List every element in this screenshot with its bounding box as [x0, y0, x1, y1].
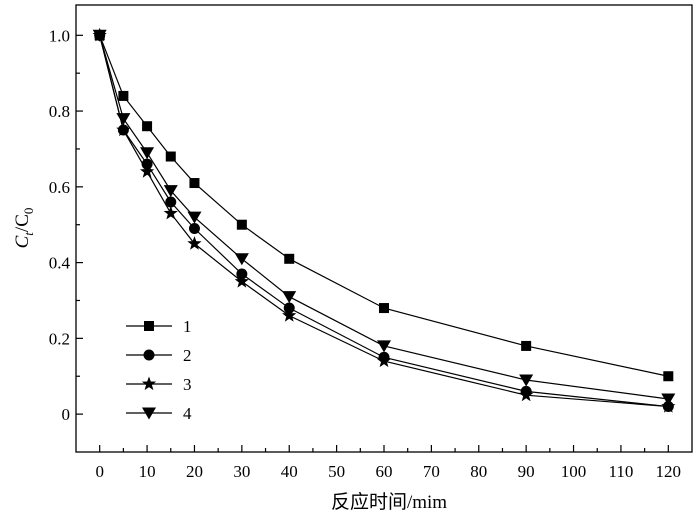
series-4-point	[661, 393, 676, 406]
series-lines	[99, 35, 669, 408]
series-3-point	[116, 122, 131, 137]
series-4-point	[234, 253, 249, 266]
series-2-point	[188, 223, 200, 234]
series-3-point	[163, 205, 178, 220]
series-2-line	[99, 35, 669, 408]
series-4-point	[519, 374, 534, 387]
y-tick-label: 0.6	[49, 178, 70, 197]
x-tick-label: 90	[518, 462, 535, 481]
x-tick-label: 20	[186, 462, 203, 481]
series-4-point	[116, 113, 131, 126]
x-tick-label: 30	[233, 462, 250, 481]
y-tick-label: 0.8	[49, 102, 70, 121]
series-markers	[92, 27, 676, 413]
series-1-point	[663, 371, 674, 382]
series-2-point	[141, 158, 153, 170]
series-4-point	[163, 185, 178, 198]
series-4-point	[377, 340, 391, 353]
series-1-point	[189, 178, 200, 189]
legend-label-1: 1	[183, 317, 192, 336]
x-tick-label: 40	[281, 462, 298, 481]
series-4-line	[99, 35, 669, 400]
y-axis-title-sub2: 0	[21, 208, 36, 215]
y-axis-title: Ct/C0	[12, 208, 36, 249]
series-4-point	[140, 147, 155, 160]
series-1-point	[379, 303, 389, 314]
series-2-point	[283, 302, 295, 314]
y-tick-label: 0.4	[49, 254, 71, 273]
y-tick-label: 1.0	[49, 26, 70, 45]
series-1-point	[142, 121, 153, 132]
series-1-point	[236, 219, 247, 230]
y-tick-label: 0.2	[49, 329, 70, 348]
x-tick-label: 50	[328, 462, 345, 481]
series-3-point	[661, 399, 676, 413]
legend: 1 2 3 4	[126, 317, 192, 423]
x-tick-label: 100	[561, 462, 587, 481]
x-tick-label: 80	[470, 462, 487, 481]
x-tick-label: 110	[608, 462, 633, 481]
series-3-point	[376, 353, 392, 368]
x-axis-title: 反应时间/mim	[331, 491, 447, 513]
y-tick-label: 0	[62, 405, 71, 424]
y-axis-title-mid: /C	[12, 214, 33, 232]
legend-label-2: 2	[183, 346, 192, 365]
axes	[75, 4, 693, 453]
series-4-point	[92, 29, 107, 42]
x-tick-label: 0	[95, 462, 104, 481]
legend-marker-3	[141, 376, 157, 391]
series-3-point	[519, 387, 534, 402]
series-1-point	[118, 90, 129, 101]
x-tick-label: 10	[139, 462, 156, 481]
y-axis-title-sub1: t	[21, 232, 36, 236]
series-3-line	[99, 35, 669, 408]
axis-ticks: 0 10 20 30 40 50 60 70 80 90 100 110 120 0 0.2 0.4 0.6 0.…	[49, 26, 681, 481]
x-tick-label: 60	[376, 462, 393, 481]
series-4-point	[187, 211, 202, 224]
legend-label-4: 4	[183, 404, 192, 423]
series-2-point	[165, 196, 177, 208]
series-3-point	[282, 308, 297, 322]
legend-marker-2	[143, 349, 155, 361]
legend-label-3: 3	[183, 375, 192, 394]
series-1-point	[521, 340, 532, 351]
legend-marker-4	[142, 407, 156, 420]
series-1-point	[284, 253, 295, 264]
legend-marker-1	[144, 321, 154, 331]
x-tick-label: 70	[423, 462, 440, 481]
series-2-point	[236, 268, 248, 280]
series-3-point	[234, 274, 249, 288]
series-3-point	[139, 164, 155, 178]
y-axis-title-main: C	[12, 235, 33, 248]
series-4-point	[282, 291, 297, 304]
x-tick-label: 120	[656, 462, 682, 481]
series-1-line	[99, 35, 669, 377]
series-1-point	[165, 151, 176, 162]
series-3-point	[187, 236, 202, 250]
plot-frame	[75, 4, 693, 453]
